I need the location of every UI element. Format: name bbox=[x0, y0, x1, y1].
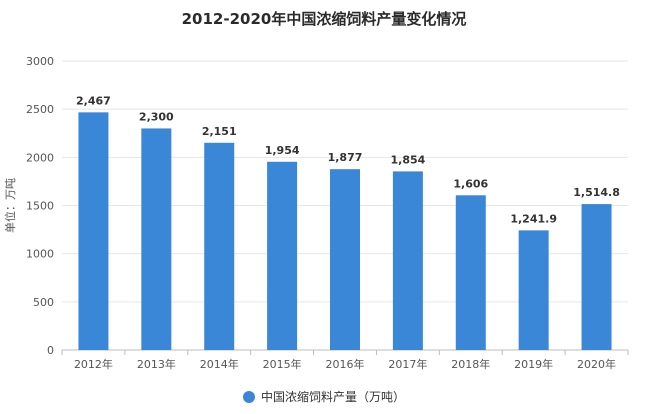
x-tick-label: 2019年 bbox=[514, 357, 553, 371]
y-tick-label: 500 bbox=[33, 296, 54, 309]
legend: 中国浓缩饲料产量（万吨） bbox=[0, 388, 648, 405]
legend-label: 中国浓缩饲料产量（万吨） bbox=[260, 390, 405, 404]
bar bbox=[267, 161, 298, 350]
chart-title: 2012-2020年中国浓缩饲料产量变化情况 bbox=[181, 10, 467, 28]
bar bbox=[581, 204, 612, 350]
bar bbox=[518, 230, 549, 350]
bar bbox=[204, 142, 235, 350]
bar bbox=[455, 195, 486, 350]
data-label: 2,151 bbox=[202, 125, 237, 138]
x-tick-label: 2012年 bbox=[74, 357, 113, 371]
y-tick-label: 1000 bbox=[26, 248, 54, 261]
bar bbox=[78, 112, 109, 350]
y-tick-label: 2500 bbox=[26, 103, 54, 116]
legend-marker bbox=[242, 391, 255, 403]
y-tick-label: 3000 bbox=[26, 55, 54, 68]
data-label: 1,514.8 bbox=[573, 186, 620, 199]
data-label: 1,606 bbox=[453, 177, 488, 190]
bar bbox=[392, 171, 423, 350]
x-tick-label: 2014年 bbox=[200, 357, 239, 371]
data-label: 1,854 bbox=[390, 153, 425, 166]
bar bbox=[141, 128, 172, 350]
x-tick-label: 2016年 bbox=[326, 357, 365, 371]
x-tick-label: 2020年 bbox=[577, 357, 616, 371]
data-label: 1,954 bbox=[265, 144, 300, 157]
data-label: 1,877 bbox=[328, 151, 363, 164]
x-tick-label: 2017年 bbox=[388, 357, 427, 371]
data-label: 2,467 bbox=[76, 94, 111, 107]
data-label: 2,300 bbox=[139, 110, 174, 123]
y-tick-label: 0 bbox=[47, 344, 54, 357]
x-tick-label: 2015年 bbox=[263, 357, 302, 371]
x-tick-label: 2018年 bbox=[451, 357, 490, 371]
x-tick-label: 2013年 bbox=[137, 357, 176, 371]
y-tick-label: 2000 bbox=[26, 151, 54, 164]
y-tick-label: 1500 bbox=[26, 200, 54, 213]
data-label: 1,241.9 bbox=[510, 212, 557, 225]
y-axis-label: 单位：万吨 bbox=[3, 178, 17, 233]
bar bbox=[330, 169, 360, 350]
